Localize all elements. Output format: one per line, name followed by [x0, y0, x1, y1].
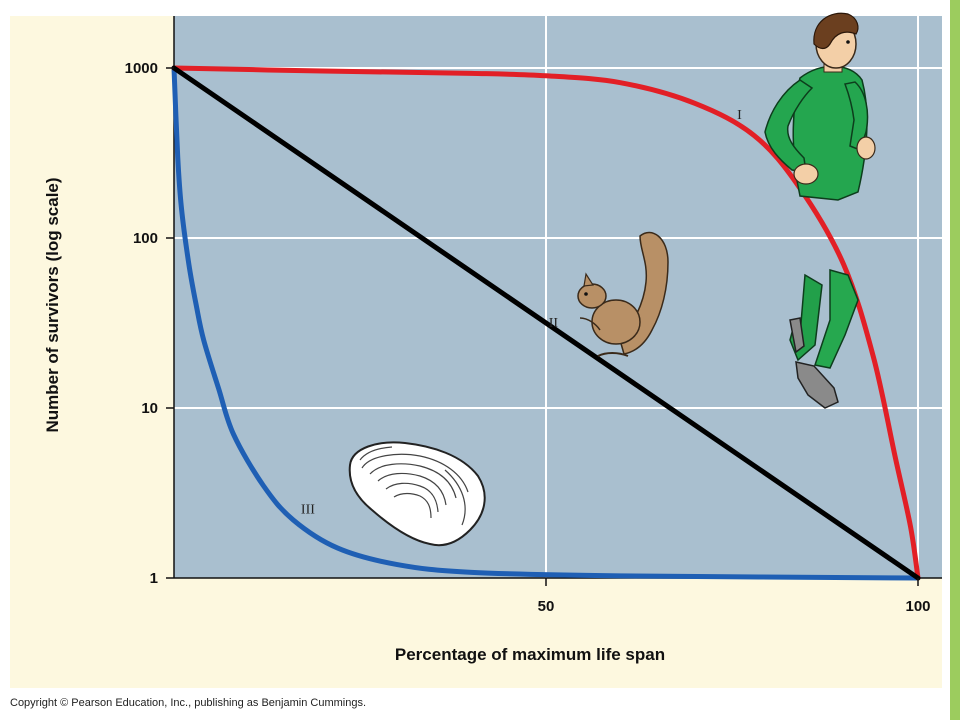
slide-edge-bar: [950, 0, 960, 720]
y-axis-title: Number of survivors (log scale): [43, 177, 62, 432]
x-axis-title: Percentage of maximum life span: [395, 645, 665, 664]
series-line-i: [171, 65, 921, 581]
jogging-man-illustration: [764, 12, 876, 409]
x-tick-label-1: 100: [905, 598, 930, 615]
squirrel-illustration: [577, 231, 669, 357]
axis-ticks: 1 10 100 1000 50 100: [125, 60, 931, 615]
y-tick-label-0: 1: [150, 570, 158, 587]
x-tick-label-0: 50: [538, 598, 555, 615]
oyster-shell-illustration: [348, 441, 486, 547]
y-tick-label-2: 100: [133, 230, 158, 247]
y-tick-label-1: 10: [141, 400, 158, 417]
series-line-ii: [171, 65, 921, 581]
series-layer: [171, 65, 921, 581]
series-label-ii: II: [549, 316, 559, 331]
series-label-iii: III: [301, 502, 315, 517]
copyright-notice: Copyright © Pearson Education, Inc., pub…: [10, 697, 367, 709]
series-line-iii: [171, 65, 921, 581]
y-tick-label-3: 1000: [125, 60, 158, 77]
series-label-i: I: [737, 108, 742, 123]
